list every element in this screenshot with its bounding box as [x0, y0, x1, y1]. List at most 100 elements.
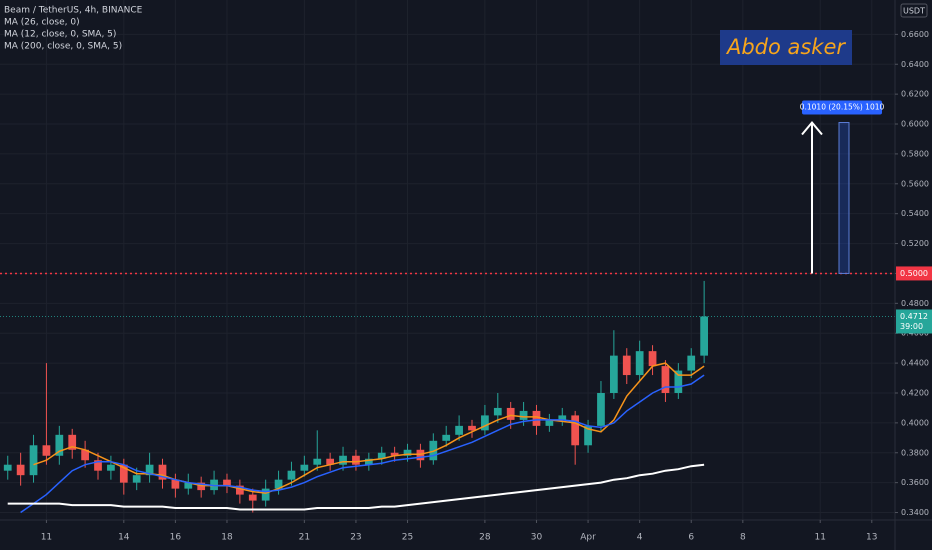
candle-body — [16, 464, 25, 476]
x-tick-label: 4 — [637, 533, 643, 543]
level-label-box — [896, 266, 932, 281]
y-tick-label: 0.6600 — [901, 30, 929, 39]
candle-body — [545, 419, 554, 426]
y-tick-label: 0.3800 — [901, 448, 929, 457]
measure-range — [838, 122, 850, 274]
y-tick-label: 0.6400 — [901, 60, 929, 69]
y-tick-label: 0.6000 — [901, 120, 929, 129]
legend-entry: MA (12, close, 0, SMA, 5) — [4, 30, 116, 40]
x-tick-label: 11 — [41, 533, 52, 543]
candle-body — [571, 415, 580, 446]
candle-body — [55, 434, 64, 456]
x-tick-label: 28 — [479, 533, 491, 543]
candle-body — [68, 434, 77, 450]
currency-box[interactable] — [900, 3, 928, 18]
candle-body — [622, 355, 631, 376]
measure-label: 0.1010 (20.15%) 1010 — [800, 103, 885, 112]
candle-body — [287, 470, 296, 480]
countdown: 39:00 — [900, 322, 923, 331]
annotation-box — [720, 30, 852, 65]
candle-body — [442, 434, 451, 441]
candle-body — [81, 449, 89, 461]
x-tick-label: 8 — [740, 533, 746, 543]
candle-body — [236, 485, 244, 495]
candle-body — [468, 425, 476, 431]
candle-body — [597, 392, 605, 426]
candle-body — [326, 458, 335, 465]
candle-body — [364, 458, 373, 465]
candle-body — [261, 488, 270, 501]
y-tick-label: 0.6200 — [901, 90, 929, 99]
candle-body — [94, 460, 102, 471]
candle-body — [3, 464, 12, 471]
candle-body — [158, 464, 167, 480]
candle-body — [107, 464, 115, 471]
candle-body — [274, 479, 283, 489]
y-tick-label: 0.4800 — [901, 299, 929, 308]
candle-body — [352, 455, 360, 465]
candle-body — [339, 455, 347, 465]
candle-body — [313, 458, 322, 465]
x-tick-label: 11 — [814, 533, 825, 543]
y-tick-label: 0.4000 — [901, 418, 929, 427]
x-tick-label: 6 — [688, 533, 694, 543]
candle-body — [119, 464, 128, 483]
candle-body — [635, 351, 644, 376]
annotation-text: Abdo asker — [725, 35, 846, 59]
candle-body — [42, 445, 51, 456]
candle-body — [700, 316, 709, 356]
y-tick-label: 0.5800 — [901, 149, 929, 158]
x-tick-label: 16 — [170, 533, 182, 543]
x-tick-label: 21 — [299, 533, 310, 543]
candle-body — [493, 407, 502, 416]
ma-line — [7, 463, 705, 511]
candle-body — [584, 425, 592, 446]
candle-body — [377, 452, 386, 459]
candle-body — [609, 355, 618, 393]
ma-line — [20, 374, 705, 514]
last-price-label: 0.4712 — [900, 312, 928, 321]
legend-entry: MA (200, close, 0, SMA, 5) — [4, 42, 122, 52]
candle-body — [29, 445, 38, 476]
x-tick-label: 30 — [531, 533, 543, 543]
x-tick-label: 14 — [118, 533, 130, 543]
y-tick-label: 0.4200 — [901, 388, 929, 397]
candle-body — [300, 464, 309, 471]
x-tick-label: 23 — [350, 533, 361, 543]
candle-body — [184, 482, 193, 489]
candle-body — [532, 410, 541, 426]
y-tick-label: 0.3400 — [901, 508, 929, 517]
candle-body — [403, 449, 412, 456]
candle-body — [390, 452, 399, 456]
candle-body — [648, 351, 657, 367]
x-tick-label: 25 — [402, 533, 413, 543]
candle-body — [519, 410, 528, 420]
candle-body — [197, 482, 206, 491]
candle-body — [132, 475, 141, 483]
chart-title: Beam / TetherUS, 4h, BINANCE — [4, 6, 143, 16]
candle-body — [687, 355, 696, 371]
x-tick-label: 13 — [866, 533, 877, 543]
candle-body — [171, 479, 180, 489]
arrow-head — [801, 120, 823, 136]
candle-body — [223, 479, 231, 486]
y-tick-label: 0.5400 — [901, 209, 929, 218]
candle-body — [661, 366, 670, 393]
level-label: 0.5000 — [900, 269, 928, 278]
candle-body — [481, 415, 489, 431]
candle-body — [455, 425, 463, 435]
x-tick-label: 18 — [221, 533, 233, 543]
last-price-box — [896, 309, 932, 334]
candle-body — [506, 407, 515, 420]
y-tick-label: 0.3600 — [901, 478, 929, 487]
currency[interactable]: USDT — [903, 7, 925, 16]
candle-body — [674, 370, 683, 393]
candle-body — [248, 494, 257, 501]
y-tick-label: 0.4400 — [901, 359, 929, 368]
y-tick-label: 0.5600 — [901, 179, 929, 188]
candle-body — [145, 464, 154, 476]
legend-entry: MA (26, close, 0) — [4, 18, 80, 28]
y-tick-label: 0.5200 — [901, 239, 929, 248]
